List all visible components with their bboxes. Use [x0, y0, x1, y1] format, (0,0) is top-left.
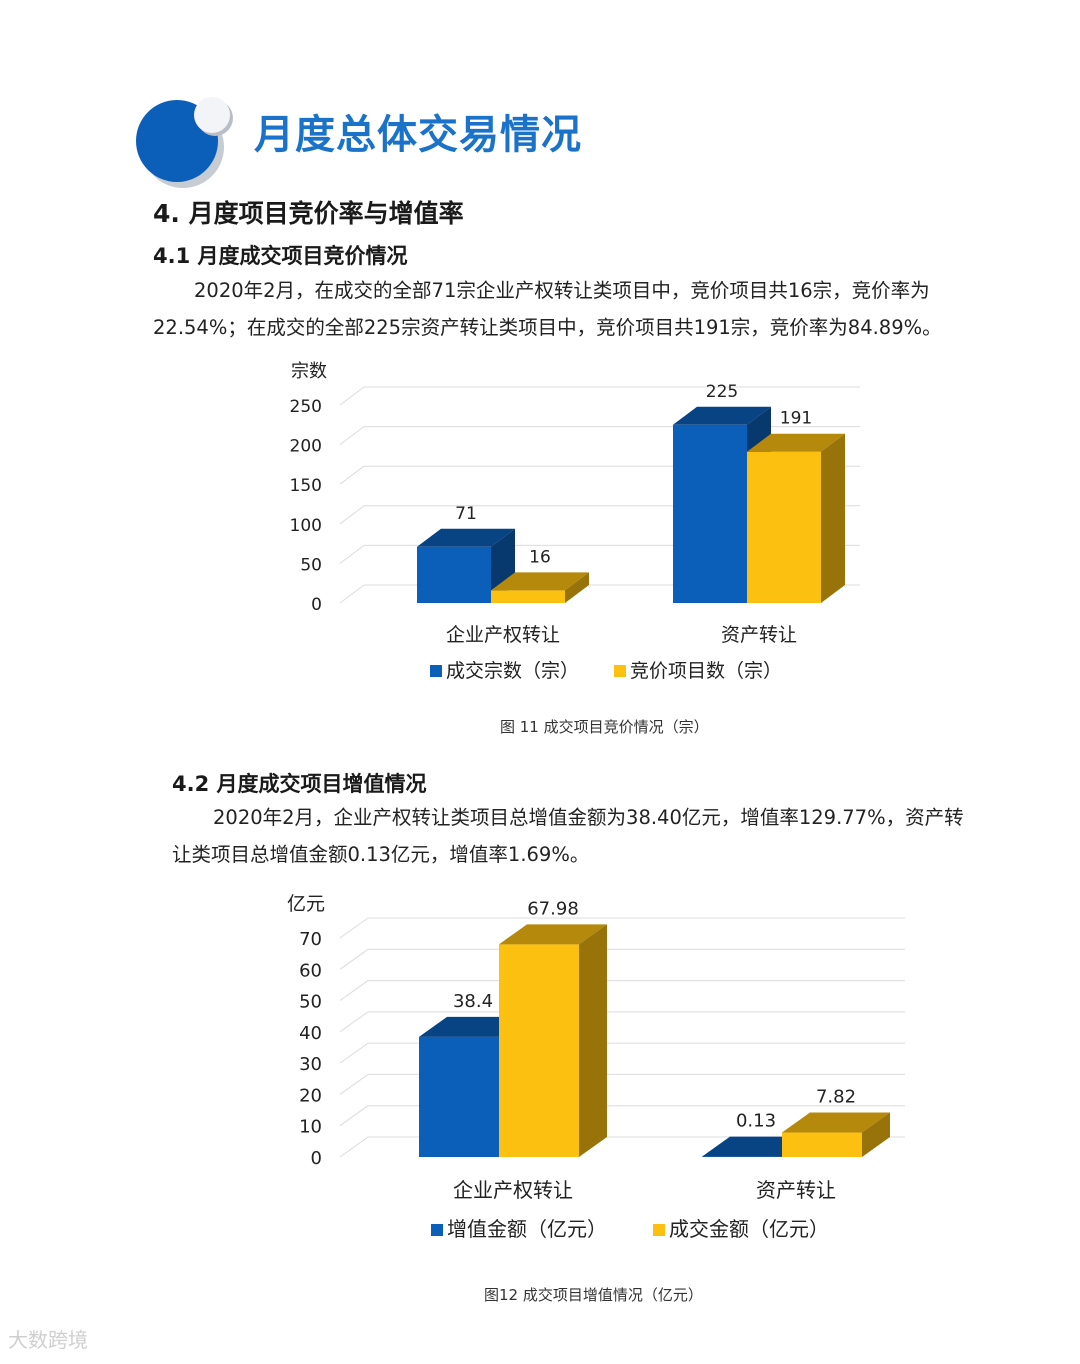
paragraph-4-1-line2: 22.54%；在成交的全部225宗资产转让类项目中，竞价项目共191宗，竞价率为…	[153, 316, 942, 339]
data-label: 225	[706, 382, 738, 402]
category-label: 企业产权转让	[453, 1178, 573, 1202]
section-heading: 4. 月度项目竞价率与增值率	[153, 199, 464, 228]
legend-swatch	[653, 1224, 665, 1236]
gridline-depth	[339, 1011, 369, 1033]
y-tick-label: 150	[290, 476, 322, 496]
y-tick-label: 250	[290, 397, 322, 417]
bar-side	[565, 572, 589, 603]
gridline-depth	[339, 917, 369, 939]
y-axis-label: 宗数	[291, 361, 327, 382]
bar-top	[782, 1112, 890, 1133]
logo-circle-small	[194, 97, 230, 133]
bar-top	[491, 572, 589, 591]
legend-label: 增值金额（亿元）	[447, 1217, 607, 1241]
legend-label: 成交金额（亿元）	[669, 1217, 829, 1241]
y-axis-label: 亿元	[287, 893, 325, 915]
bar-front	[419, 1036, 499, 1157]
legend-swatch	[431, 1224, 443, 1236]
y-tick-label: 50	[300, 555, 322, 575]
y-tick-label: 0	[311, 1148, 322, 1169]
bar-side	[821, 433, 845, 603]
bar-front	[499, 944, 579, 1157]
bar-top	[499, 924, 607, 945]
bar-top	[747, 433, 845, 452]
gridline-depth	[339, 1074, 369, 1095]
y-tick-label: 70	[299, 929, 322, 950]
figure-caption-11: 图 11 成交项目竞价情况（宗）	[500, 718, 709, 736]
y-tick-label: 50	[299, 992, 322, 1013]
bar-side	[579, 924, 607, 1157]
paragraph-4-2-line2: 让类项目总增值金额0.13亿元，增值率1.69%。	[172, 843, 590, 866]
bidding-chart: 0 50 100 150 200 250 宗数 71 16 企业产权转让 225 191 资产转让成交宗…	[290, 361, 860, 682]
y-tick-label: 60	[299, 960, 322, 981]
bar-front	[673, 424, 747, 603]
gridline-depth	[339, 1136, 369, 1158]
paragraph-4-2-line1: 2020年2月，企业产权转让类项目总增值金额为38.40亿元，增值率129.77…	[213, 806, 964, 829]
legend-label: 竞价项目数（宗）	[630, 660, 782, 682]
category-label: 资产转让	[756, 1178, 836, 1202]
bar-front	[491, 590, 565, 603]
legend-swatch	[614, 665, 626, 677]
figure-caption-12: 图12 成交项目增值情况（亿元）	[484, 1286, 703, 1304]
subsection-heading-4-2: 4.2 月度成交项目增值情况	[172, 772, 427, 796]
gridline-depth	[339, 426, 365, 445]
gridline-depth	[339, 948, 369, 970]
data-label: 191	[780, 409, 812, 429]
data-label: 0.13	[736, 1111, 776, 1132]
y-tick-label: 10	[299, 1117, 322, 1138]
gridline-depth	[339, 544, 365, 564]
page-title: 月度总体交易情况	[254, 112, 582, 158]
gridline-depth	[339, 465, 365, 485]
bar-top	[673, 406, 771, 425]
bar-front	[417, 546, 491, 603]
data-label: 7.82	[816, 1087, 856, 1108]
watermark: 大数跨境	[8, 1328, 88, 1352]
bar-front	[782, 1132, 862, 1157]
category-label: 企业产权转让	[446, 624, 560, 646]
gridline-depth	[339, 1042, 369, 1064]
bar-front	[747, 451, 821, 603]
gridline-depth	[339, 386, 365, 406]
data-label: 71	[455, 504, 477, 524]
gridline-depth	[339, 980, 369, 1001]
gridline-depth	[339, 1105, 369, 1127]
y-tick-label: 40	[299, 1023, 322, 1044]
bar-side	[862, 1112, 890, 1157]
y-tick-label: 0	[311, 595, 322, 615]
y-tick-label: 20	[299, 1085, 322, 1106]
data-label: 38.4	[453, 991, 493, 1012]
data-label: 16	[529, 547, 551, 567]
category-label: 资产转让	[721, 624, 797, 646]
gridline-depth	[339, 584, 365, 604]
legend-label: 成交宗数（宗）	[446, 660, 579, 682]
legend-swatch	[430, 665, 442, 677]
data-label: 67.98	[527, 898, 579, 919]
bar-top	[417, 528, 515, 547]
value-added-chart: 0 10 20 30 40 50 60 70 亿元 38.4 67.98 企业产权转让 0.13 7.82…	[287, 893, 905, 1241]
gridline-depth	[339, 505, 365, 525]
y-tick-label: 200	[290, 437, 322, 457]
paragraph-4-1-line1: 2020年2月，在成交的全部71宗企业产权转让类项目中，竞价项目共16宗，竞价率…	[194, 279, 930, 302]
subsection-heading-4-1: 4.1 月度成交项目竞价情况	[153, 244, 408, 268]
y-tick-label: 100	[290, 516, 322, 536]
y-tick-label: 30	[299, 1054, 322, 1075]
